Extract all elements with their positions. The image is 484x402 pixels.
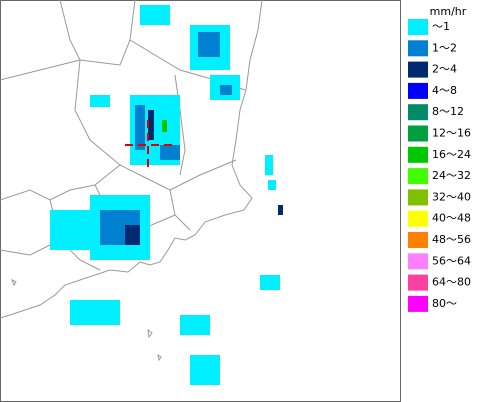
legend-label: 8～12 <box>432 105 464 118</box>
legend-label: 32～40 <box>432 190 471 203</box>
islands <box>11 278 162 362</box>
legend-swatch <box>408 82 428 99</box>
legend-label: 12～16 <box>432 127 471 140</box>
legend-swatch <box>408 232 428 248</box>
legend-label: 64～80 <box>432 276 471 289</box>
legend-label: 16～24 <box>432 148 471 161</box>
legend-label: 48～56 <box>432 233 471 246</box>
legend-swatch <box>408 210 428 227</box>
legend-label: 40～48 <box>432 212 471 225</box>
legend-swatch <box>408 40 428 57</box>
legend-title: mm/hr <box>430 5 467 18</box>
cross-marker <box>125 120 172 168</box>
legend-swatch <box>408 125 428 142</box>
legend-swatch <box>408 274 428 291</box>
legend: ～1 1～2 2～4 4～8 8～12 12～16 16～24 24～32 32～40 40～48… <box>408 19 471 312</box>
legend-swatch <box>408 189 428 206</box>
legend-swatch <box>408 104 428 121</box>
legend-label: 2～4 <box>432 63 457 76</box>
legend-swatch <box>408 295 428 312</box>
legend-swatch <box>408 253 428 270</box>
legend-swatch <box>408 61 428 78</box>
legend-label: 24～32 <box>432 169 471 182</box>
legend-label: 4～8 <box>432 84 457 97</box>
rain-echo <box>50 5 283 385</box>
legend-swatch <box>408 168 428 185</box>
legend-label: 80～ <box>432 297 457 310</box>
legend-label: 1～2 <box>432 41 457 54</box>
legend-label: ～1 <box>432 20 450 33</box>
legend-label: 56～64 <box>432 254 471 267</box>
legend-swatch <box>408 19 428 35</box>
coastline <box>0 0 263 319</box>
legend-swatch <box>408 146 428 163</box>
map <box>0 0 401 402</box>
